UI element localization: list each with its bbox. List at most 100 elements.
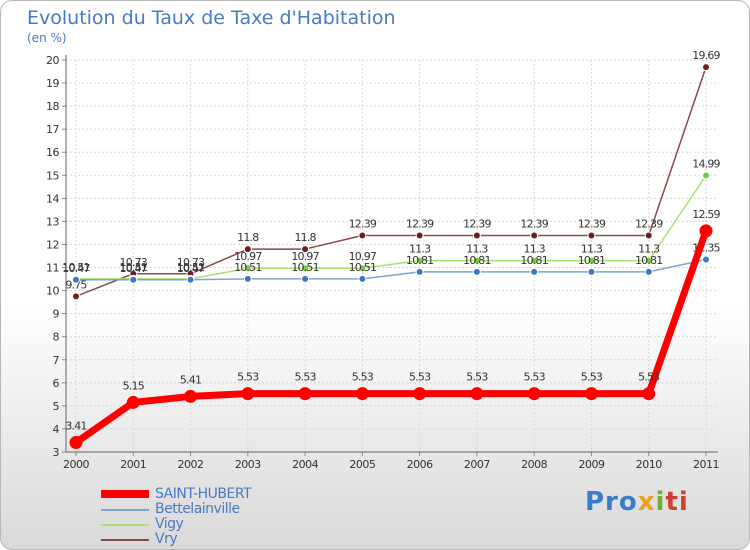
legend-item-bettelainville[interactable]: Bettelainville (101, 501, 361, 517)
data-label-bettelainville-2008: 10.81 (520, 254, 548, 267)
data-point-saint-hubert-2010 (642, 387, 656, 401)
data-point-vigy-2004 (301, 264, 310, 273)
data-label-vry-2005: 12.39 (349, 217, 377, 230)
data-label-vigy-2007: 11.3 (466, 243, 488, 256)
x-tick-label-2003: 2003 (235, 458, 261, 471)
legend-swatch-vry (101, 539, 149, 541)
x-tick-label-2001: 2001 (120, 458, 146, 471)
x-tick-label-2006: 2006 (407, 458, 433, 471)
data-point-vry-2010 (644, 231, 653, 240)
data-point-bettelainville-2003 (243, 274, 252, 283)
data-point-bettelainville-2008 (530, 267, 539, 276)
x-tick-label-2002: 2002 (178, 458, 204, 471)
series-line-saint-hubert (73, 229, 710, 446)
data-label-vry-2003: 11.8 (237, 231, 259, 244)
series-line-vigy (76, 175, 707, 280)
data-point-saint-hubert-2003 (241, 387, 255, 401)
data-point-bettelainville-2000 (72, 275, 80, 284)
data-point-saint-hubert-2000 (69, 436, 83, 450)
data-label-bettelainville-2003: 10.51 (234, 261, 262, 274)
chart-title: Evolution du Taux de Taxe d'Habitation (27, 7, 396, 29)
y-tick-label-6: 6 (53, 377, 60, 390)
series-line-bettelainville (76, 258, 707, 281)
y-tick-label-17: 17 (46, 123, 59, 136)
data-point-bettelainville-2007 (472, 267, 481, 276)
x-tick-label-2011: 2011 (693, 458, 719, 471)
data-point-vigy-2011 (702, 171, 710, 180)
data-label-vry-2008: 12.39 (520, 217, 548, 230)
data-label-vry-2009: 12.39 (578, 217, 606, 230)
legend-swatch-vigy (101, 524, 149, 526)
data-point-vigy-2007 (472, 256, 481, 265)
data-label-bettelainville-2009: 10.81 (578, 254, 606, 267)
data-label-vigy-2011: 14.99 (692, 158, 720, 171)
data-label-bettelainville-2005: 10.51 (349, 261, 377, 274)
data-point-bettelainville-2011 (702, 255, 710, 264)
x-tick-label-2010: 2010 (636, 458, 662, 471)
data-point-vigy-2008 (530, 256, 539, 265)
data-label-saint-hubert-2002: 5.41 (180, 373, 201, 386)
data-label-vry-2011: 19.69 (692, 49, 720, 62)
data-point-vry-2003 (243, 245, 252, 254)
proxiti-logo: Proxiti (585, 487, 689, 517)
data-label-saint-hubert-2003: 5.53 (237, 371, 259, 384)
data-point-vigy-2006 (415, 256, 424, 265)
data-point-bettelainville-2006 (415, 267, 424, 276)
data-point-vigy-2003 (243, 264, 252, 273)
y-tick-label-4: 4 (53, 423, 60, 436)
data-point-vigy-2005 (358, 264, 367, 273)
data-label-vigy-2006: 11.3 (409, 243, 431, 256)
y-tick-label-8: 8 (53, 331, 60, 344)
legend-item-saint-hubert[interactable]: SAINT-HUBERT (101, 486, 361, 502)
data-label-vry-2004: 11.8 (294, 231, 316, 244)
data-label-saint-hubert-2008: 5.53 (524, 371, 546, 384)
legend-item-vigy[interactable]: Vigy (101, 516, 361, 532)
data-label-saint-hubert-2011: 12.59 (692, 208, 720, 221)
data-point-vry-2011 (702, 63, 710, 72)
y-tick-label-13: 13 (46, 215, 59, 228)
data-label-bettelainville-2004: 10.51 (291, 261, 319, 274)
data-point-vry-2004 (301, 245, 310, 254)
x-tick-label-2009: 2009 (578, 458, 604, 471)
data-point-saint-hubert-2008 (527, 387, 541, 401)
unit-label: (en %) (27, 31, 67, 45)
data-label-saint-hubert-2000: 3.41 (65, 420, 86, 433)
legend-label-vry: Vry (155, 531, 178, 547)
data-label-bettelainville-2006: 10.81 (406, 254, 434, 267)
data-point-bettelainville-2001 (129, 275, 138, 284)
legend-label-saint-hubert: SAINT-HUBERT (155, 486, 252, 502)
y-tick-label-19: 19 (46, 77, 59, 90)
y-tick-label-11: 11 (46, 262, 59, 275)
legend-swatch-bettelainville (101, 509, 149, 511)
legend-label-vigy: Vigy (155, 516, 184, 532)
data-point-vry-2000 (72, 292, 80, 301)
series-line-vry (75, 66, 707, 298)
data-point-vry-2005 (358, 231, 367, 240)
legend-item-vry[interactable]: Vry (101, 531, 361, 547)
data-point-bettelainville-2002 (186, 275, 195, 284)
legend-swatch-saint-hubert (101, 490, 149, 498)
data-point-saint-hubert-2011 (699, 224, 713, 238)
legend-label-bettelainville: Bettelainville (155, 501, 240, 517)
data-label-vigy-2002: 10.51 (177, 261, 205, 274)
data-point-saint-hubert-2007 (470, 387, 484, 401)
x-tick-label-2005: 2005 (349, 458, 375, 471)
data-label-bettelainville-2001: 10.47 (120, 262, 148, 275)
data-point-vry-2008 (530, 231, 539, 240)
data-label-vry-2002: 10.73 (177, 256, 205, 269)
data-point-saint-hubert-2001 (126, 395, 140, 409)
data-point-vry-2006 (415, 231, 424, 240)
x-tick-label-2004: 2004 (292, 458, 318, 471)
data-label-saint-hubert-2001: 5.15 (123, 379, 145, 392)
data-point-saint-hubert-2004 (298, 387, 312, 401)
data-label-bettelainville-2007: 10.81 (463, 254, 491, 267)
data-label-vigy-2010: 11.3 (638, 243, 660, 256)
data-point-saint-hubert-2002 (184, 389, 198, 403)
y-tick-label-18: 18 (46, 100, 59, 113)
data-point-vigy-2010 (644, 256, 653, 265)
data-point-vigy-2009 (587, 256, 596, 265)
y-tick-label-9: 9 (53, 308, 60, 321)
data-label-vigy-2005: 10.97 (349, 250, 377, 263)
